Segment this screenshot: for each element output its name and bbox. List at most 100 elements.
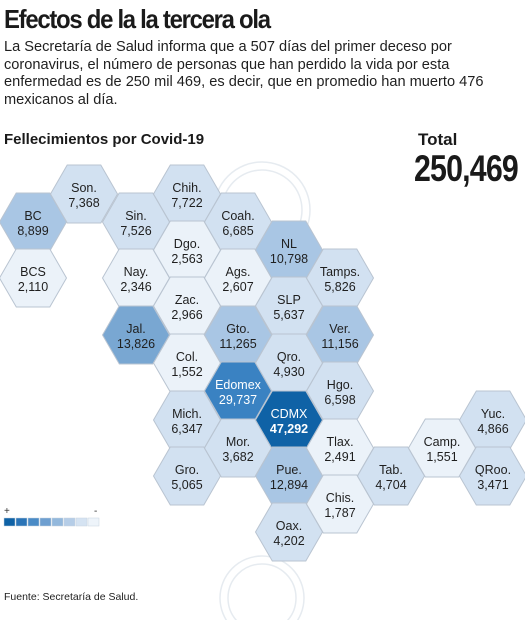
state-name: Edomex [215, 378, 262, 392]
state-hex-chih: Chih.7,722 [152, 164, 222, 224]
state-value: 3,682 [222, 450, 253, 464]
state-value: 6,598 [324, 393, 355, 407]
state-value: 11,156 [321, 337, 358, 351]
state-name: Col. [176, 350, 198, 364]
state-value: 1,787 [324, 506, 355, 520]
state-name: Mor. [226, 435, 250, 449]
state-hex-tab: Tab.4,704 [356, 446, 426, 506]
legend-swatch [87, 517, 100, 527]
state-value: 8,899 [17, 224, 48, 238]
state-name: Chih. [172, 181, 201, 195]
state-name: Chis. [326, 491, 354, 505]
state-name: Tlax. [326, 435, 353, 449]
state-value: 3,471 [477, 478, 508, 492]
state-hex-col: Col.1,552 [152, 333, 222, 393]
state-name: Sin. [125, 209, 147, 223]
state-hex-tlax: Tlax.2,491 [305, 418, 375, 478]
state-hex-oax: Oax.4,202 [254, 502, 324, 562]
legend-minus: - [94, 506, 98, 517]
state-hex-mich: Mich.6,347 [152, 390, 222, 450]
state-name: Oax. [276, 519, 302, 533]
state-value: 2,491 [324, 450, 355, 464]
state-name: QRoo. [475, 463, 511, 477]
headline: Efectos de la la tercera ola [4, 4, 271, 34]
state-hex-qro: Qro.4,930 [254, 333, 324, 393]
lead-paragraph: La Secretaría de Salud informa que a 507… [4, 39, 484, 108]
state-value: 4,704 [375, 478, 406, 492]
state-name: Gto. [226, 322, 250, 336]
state-value: 1,552 [171, 365, 202, 379]
state-value: 2,110 [18, 280, 48, 294]
state-hex-gro: Gro.5,065 [152, 446, 222, 506]
state-value: 7,722 [171, 196, 202, 210]
state-hex-camp: Camp.1,551 [407, 418, 477, 478]
state-name: Coah. [221, 209, 254, 223]
background-seal [219, 555, 305, 620]
state-name: Son. [71, 181, 97, 195]
total-label: Total [418, 130, 458, 149]
state-value: 2,607 [222, 280, 253, 294]
state-name: Dgo. [174, 237, 200, 251]
legend-plus: + [4, 506, 10, 517]
color-legend [3, 517, 100, 527]
state-name: Hgo. [327, 378, 353, 392]
state-value: 2,966 [171, 308, 202, 322]
legend-swatch [75, 517, 88, 527]
hex-shape [101, 305, 171, 365]
state-value: 13,826 [117, 337, 155, 351]
state-hex-zac: Zac.2,966 [152, 276, 222, 336]
state-hex-ags: Ags.2,607 [203, 248, 273, 308]
state-name: SLP [277, 293, 301, 307]
hex-shape [152, 446, 222, 506]
state-value: 29,737 [219, 393, 257, 407]
state-value: 11,265 [219, 337, 256, 351]
state-name: Tab. [379, 463, 403, 477]
state-value: 5,065 [171, 478, 202, 492]
state-hex-dgo: Dgo.2,563 [152, 220, 222, 280]
state-hex-mor: Mor.3,682 [203, 418, 273, 478]
background-seal [227, 563, 297, 620]
state-hex-son: Son.7,368 [49, 164, 119, 224]
state-name: Ags. [225, 265, 250, 279]
state-value: 5,826 [324, 280, 355, 294]
state-value: 2,563 [171, 252, 202, 266]
state-value: 47,292 [270, 422, 308, 436]
state-hex-chis: Chis.1,787 [305, 474, 375, 534]
state-name: Camp. [424, 435, 461, 449]
state-value: 10,798 [270, 252, 308, 266]
hex-shape [305, 474, 375, 534]
state-value: 4,202 [273, 534, 304, 548]
hex-shape [458, 446, 525, 506]
state-hex-sin: Sin.7,526 [101, 192, 171, 252]
hex-shape [203, 418, 273, 478]
total-value: 250,469 [414, 148, 519, 189]
state-hex-yuc: Yuc.4,866 [458, 390, 525, 450]
state-name: Yuc. [481, 407, 505, 421]
state-value: 4,930 [273, 365, 304, 379]
state-value: 6,685 [222, 224, 253, 238]
legend-swatch [63, 517, 76, 527]
hex-shape [407, 418, 477, 478]
hex-shape [356, 446, 426, 506]
hex-shape [254, 502, 324, 562]
state-name: NL [281, 237, 297, 251]
state-name: Qro. [277, 350, 301, 364]
state-name: BCS [20, 265, 46, 279]
state-value: 7,526 [120, 224, 151, 238]
state-value: 7,368 [68, 196, 99, 210]
hex-shape [49, 164, 119, 224]
state-hex-qroo: QRoo.3,471 [458, 446, 525, 506]
source-note: Fuente: Secretaría de Salud. [4, 591, 139, 603]
state-value: 6,347 [171, 422, 202, 436]
state-hex-pue: Pue.12,894 [254, 446, 324, 506]
state-hex-coah: Coah.6,685 [203, 192, 273, 252]
legend-swatch [15, 517, 28, 527]
state-value: 12,894 [270, 478, 308, 492]
state-name: Nay. [124, 265, 149, 279]
state-value: 2,346 [120, 280, 151, 294]
state-name: Tamps. [320, 265, 360, 279]
state-name: Mich. [172, 407, 202, 421]
